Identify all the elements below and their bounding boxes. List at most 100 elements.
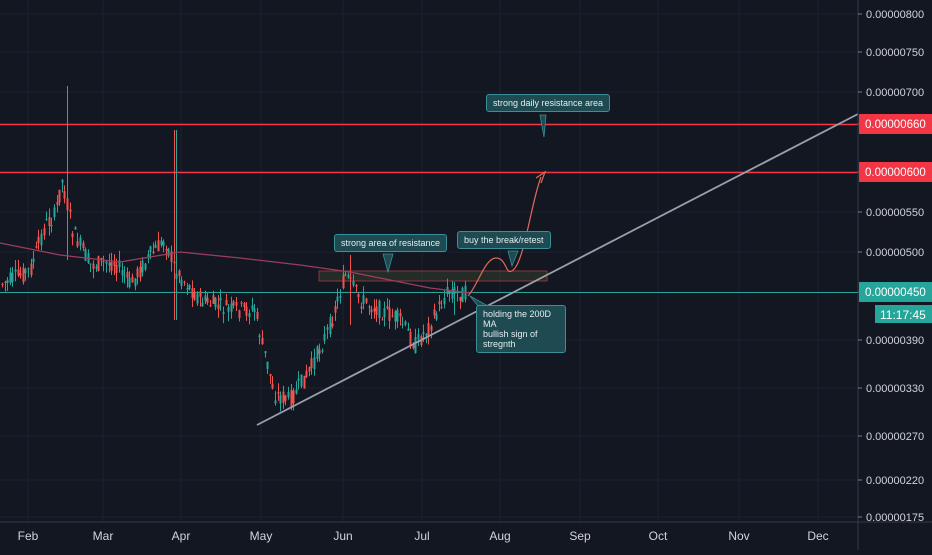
candle-body <box>225 299 228 306</box>
candle-body <box>170 251 173 263</box>
candle-body <box>277 392 280 394</box>
candle-body <box>435 314 438 320</box>
candle-body <box>61 179 64 183</box>
candle-body <box>69 209 72 212</box>
candle-body <box>279 395 282 404</box>
candle-body <box>134 278 137 287</box>
candle-body <box>318 349 321 354</box>
candle-body <box>386 306 389 309</box>
candle-body <box>204 295 207 301</box>
callout-buy-break-retest: buy the break/retest <box>457 231 551 249</box>
candle-body <box>76 241 79 247</box>
price-tick-label: 0.00000220 <box>866 475 924 487</box>
candle-body <box>362 295 365 305</box>
candle-body <box>206 297 209 303</box>
candle-body <box>165 249 168 251</box>
candle-body <box>245 306 248 316</box>
time-tick-label: Apr <box>172 529 191 543</box>
candle-body <box>329 316 332 334</box>
candle-body <box>290 390 293 408</box>
candle-body <box>310 358 313 368</box>
candle-body <box>14 269 17 272</box>
candle-body <box>274 400 277 404</box>
candle-body <box>191 287 194 298</box>
candle-body <box>282 391 285 403</box>
price-tick-label: 0.00000270 <box>866 431 924 443</box>
candle-body <box>74 227 77 230</box>
candle-body <box>370 309 373 313</box>
projection-arrowhead <box>535 170 547 184</box>
candle-body <box>152 251 155 254</box>
candle-body <box>368 306 371 308</box>
candle-body <box>248 313 251 318</box>
candle-body <box>334 306 337 313</box>
candle-body <box>149 246 152 252</box>
price-tick-label: 0.00000390 <box>866 335 924 347</box>
candle-body <box>186 288 189 290</box>
candle-body <box>209 304 212 307</box>
candle-body <box>261 337 264 345</box>
candle-body <box>35 246 38 248</box>
ascending-trendline <box>256 113 859 426</box>
price-tick-label: 0.00000175 <box>866 512 924 524</box>
candle-body <box>394 311 397 322</box>
countdown-text: 11:17:45 <box>880 308 926 322</box>
candle-body <box>53 207 56 217</box>
candle-body <box>383 308 386 318</box>
candle-body <box>30 263 33 276</box>
candle-body <box>48 217 51 226</box>
candle-body <box>305 370 308 377</box>
candle-body <box>417 334 420 340</box>
candle-body <box>232 301 235 306</box>
candle-body <box>355 284 358 287</box>
candle-body <box>178 270 181 277</box>
candle-body <box>360 306 363 309</box>
candle-body <box>253 308 256 313</box>
candle-body <box>409 332 412 346</box>
candle-body <box>349 277 352 279</box>
price-tick-label: 0.00000500 <box>866 247 924 259</box>
candle-body <box>292 390 295 404</box>
candle-body <box>123 275 126 277</box>
candle-body <box>56 201 59 206</box>
candle-body <box>422 332 425 335</box>
candle-body <box>110 261 113 271</box>
candle-body <box>6 279 9 284</box>
candle-body <box>180 279 183 286</box>
price-tick-label: 0.00000750 <box>866 47 924 59</box>
candle-body <box>17 269 20 276</box>
callout-strong-daily-resistance: strong daily resistance area <box>486 94 611 112</box>
candle-body <box>326 327 329 330</box>
time-tick-label: Jun <box>333 529 352 543</box>
candle-body <box>256 311 259 319</box>
candle-body <box>297 378 300 381</box>
candle-body <box>414 336 417 353</box>
candle-body <box>113 262 116 266</box>
candle-body <box>264 351 267 354</box>
horizontal-lines <box>0 123 858 293</box>
candle-body <box>160 240 163 246</box>
candle-body <box>40 233 43 246</box>
price-highlight-text: 0.00000660 <box>865 119 926 131</box>
candle-body <box>147 254 150 259</box>
price-highlight-badge <box>859 114 932 134</box>
candle-body <box>365 298 368 303</box>
candle-body <box>342 274 345 289</box>
candle-body <box>201 302 204 307</box>
candlesticks <box>1 86 467 412</box>
candle-body <box>121 270 124 275</box>
drawings <box>256 113 859 426</box>
candle-body <box>37 236 40 244</box>
candle-body <box>84 249 87 261</box>
candle-body <box>136 268 139 278</box>
moving-average <box>0 242 471 294</box>
candle-body <box>162 241 165 246</box>
candle-body <box>443 297 446 305</box>
price-highlight-badge <box>859 162 932 182</box>
candle-body <box>100 258 103 261</box>
callout-strong-area-resistance: strong area of resistance <box>334 234 448 252</box>
time-tick-label: Aug <box>489 529 510 543</box>
